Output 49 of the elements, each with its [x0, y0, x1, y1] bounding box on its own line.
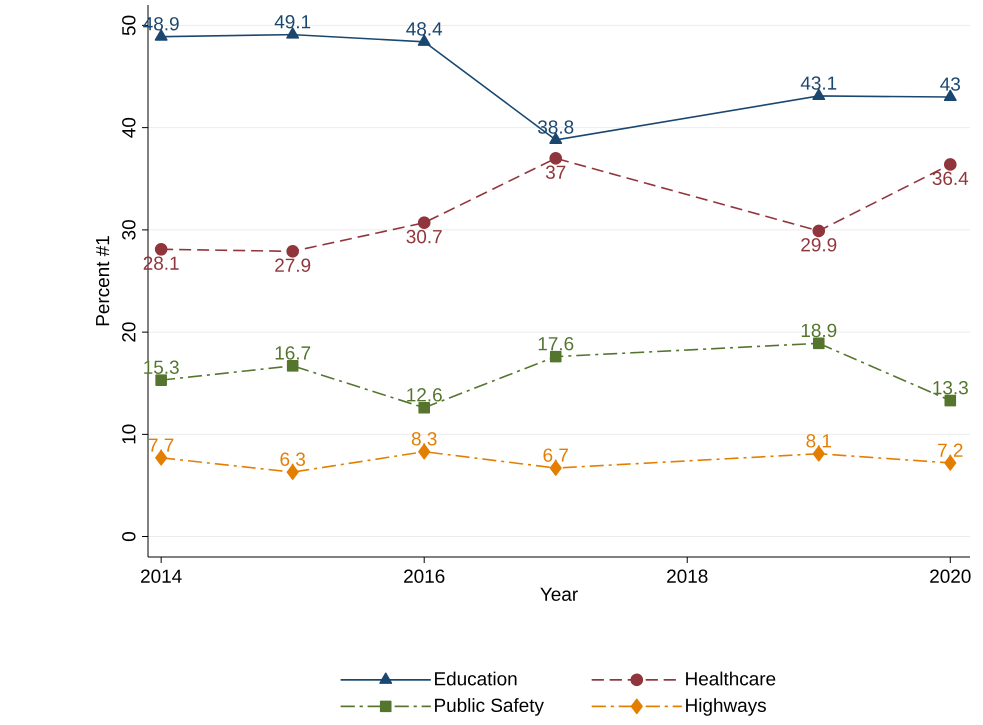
data-label: 18.9	[802, 324, 836, 338]
point	[286, 360, 298, 372]
data-label: 49.1	[274, 15, 310, 28]
data-label: 27.9	[275, 258, 310, 272]
data-label: 43	[940, 77, 960, 91]
data-label: 7.2	[938, 444, 962, 457]
y-axis-title: Percent #1	[96, 236, 110, 326]
point	[418, 402, 430, 414]
point	[812, 338, 825, 350]
point	[286, 245, 299, 258]
y-tick-label: 20	[122, 322, 136, 342]
point	[418, 216, 430, 230]
point	[550, 350, 562, 362]
data-label: 6.3	[280, 452, 305, 466]
point	[155, 374, 167, 386]
data-label: 48.4	[406, 22, 442, 36]
data-label: 12.6	[407, 388, 442, 402]
x-tick-label: 2016	[404, 569, 444, 583]
data-label: 13.3	[933, 380, 968, 394]
legend-label: Public Safety	[435, 698, 544, 716]
data-label: 38.8	[538, 120, 574, 134]
x-tick-label: 2018	[667, 569, 708, 583]
data-label: 7.7	[148, 438, 174, 452]
data-label: 36.4	[932, 172, 968, 186]
point	[154, 242, 168, 256]
point	[549, 152, 562, 165]
x-axis-title: Year	[540, 588, 578, 601]
data-label: 8.3	[412, 432, 437, 446]
data-label: 17.6	[538, 337, 574, 350]
legend-label: Highways	[686, 698, 766, 716]
y-tick-label: 10	[122, 424, 136, 444]
legend-label: Education	[435, 672, 516, 686]
data-label: 6.7	[544, 448, 568, 462]
x-tick-label: 2014	[141, 569, 182, 583]
data-label: 8.1	[806, 434, 831, 448]
y-tick-label: 40	[122, 118, 136, 138]
data-label: 37	[546, 166, 566, 179]
x-tick-label: 2020	[930, 569, 971, 583]
data-label: 43.1	[800, 76, 836, 90]
data-label: 16.7	[276, 346, 310, 360]
y-tick-label: 0	[122, 532, 136, 542]
data-label: 29.9	[801, 238, 836, 252]
y-tick-label: 50	[122, 16, 136, 36]
point	[812, 224, 826, 238]
point	[944, 158, 957, 171]
data-label: 30.7	[406, 230, 442, 244]
y-tick-label: 30	[122, 220, 136, 240]
legend-label: Healthcare	[686, 672, 776, 686]
point	[944, 394, 956, 406]
